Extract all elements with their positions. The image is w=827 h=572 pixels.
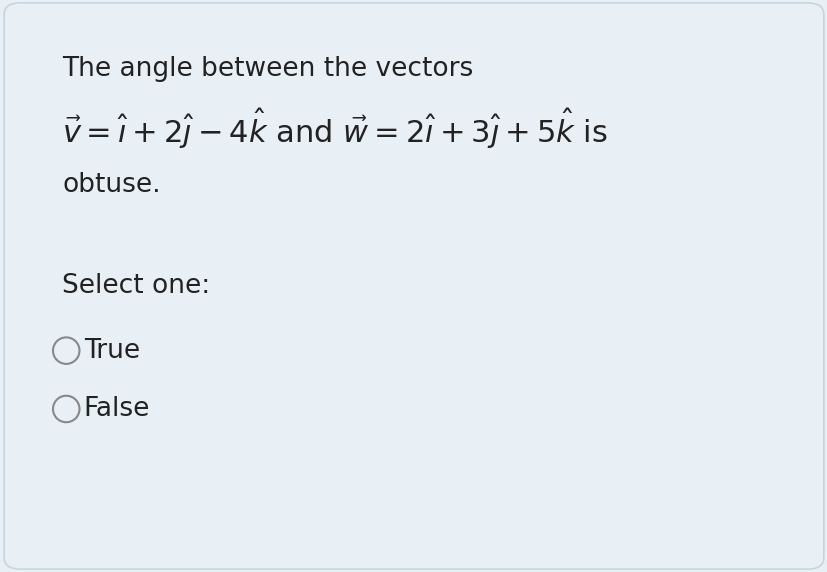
Text: False: False [84,396,150,422]
Ellipse shape [53,396,79,422]
Text: True: True [84,337,140,364]
Text: The angle between the vectors: The angle between the vectors [62,55,473,82]
Text: obtuse.: obtuse. [62,172,160,198]
Ellipse shape [53,337,79,364]
FancyBboxPatch shape [4,3,823,569]
Text: Select one:: Select one: [62,273,210,299]
Text: $\vec{v} = \hat{\imath} + 2\hat{\jmath} - 4\hat{k}$$\ \mathrm{and}\ \vec{w} = 2\: $\vec{v} = \hat{\imath} + 2\hat{\jmath} … [62,106,607,151]
